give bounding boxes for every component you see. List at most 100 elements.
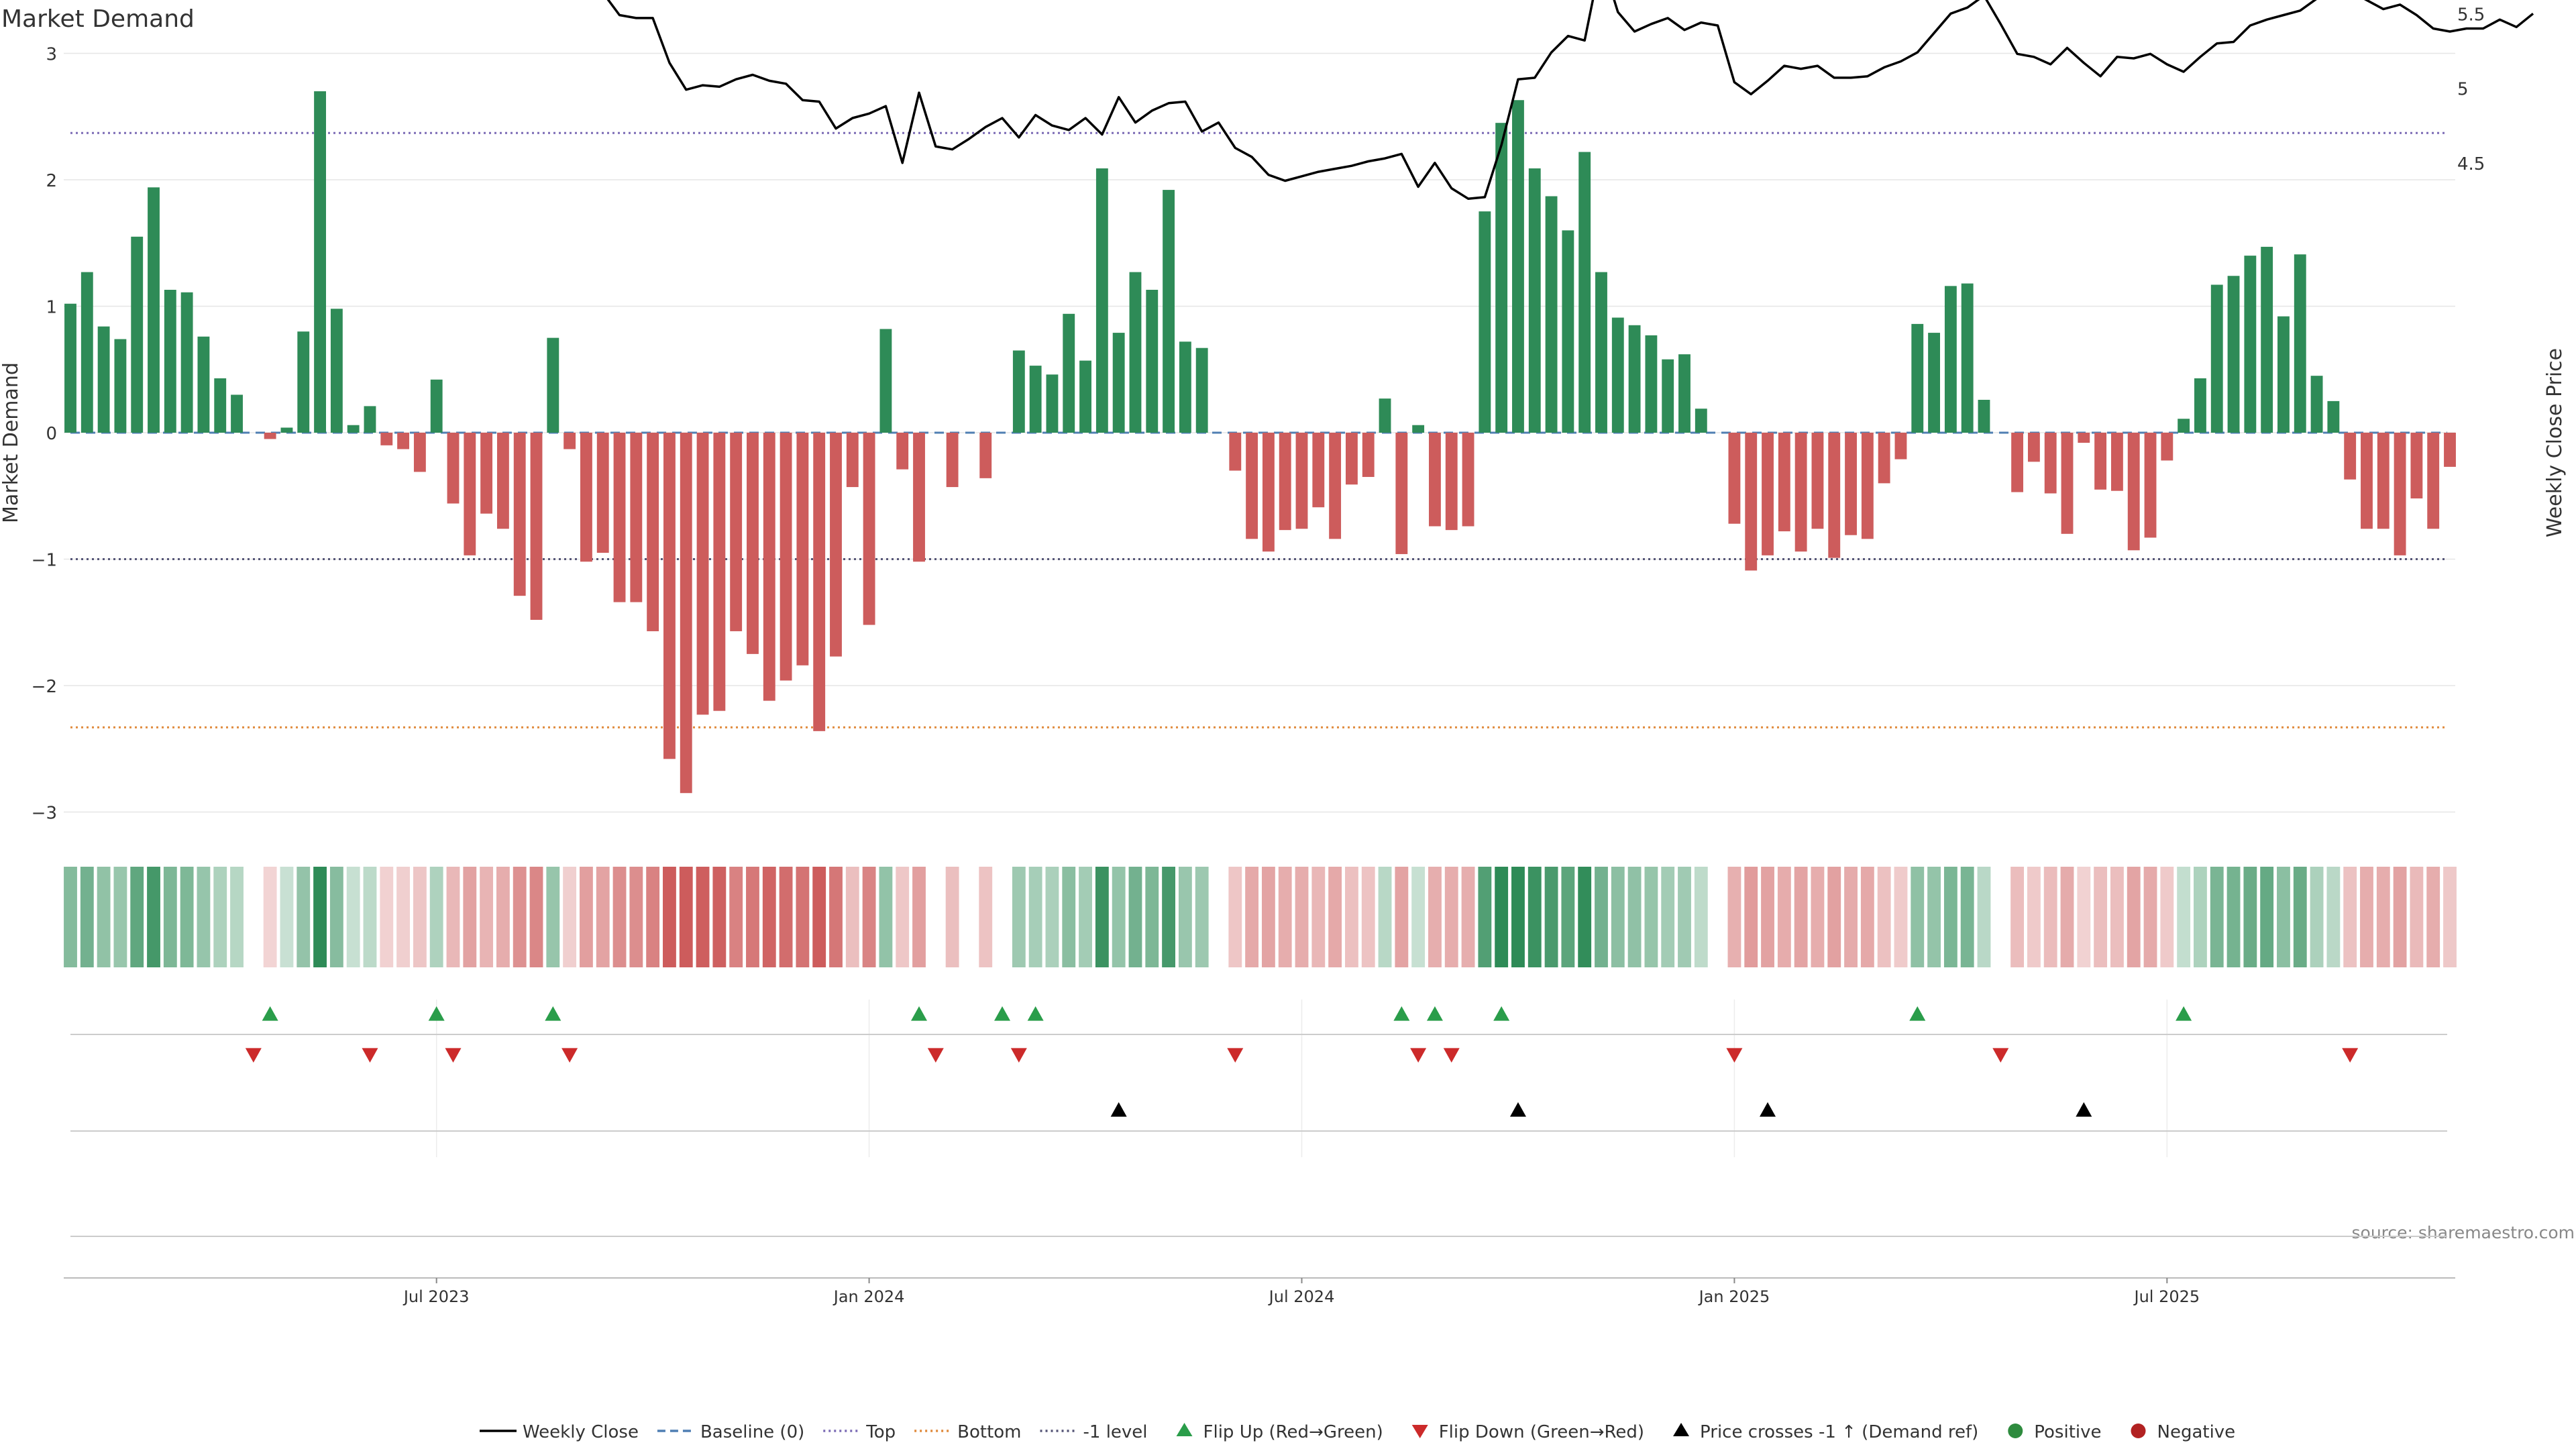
heat-cell [2426, 867, 2440, 967]
heat-cell [1611, 867, 1625, 967]
legend-label: Flip Down (Green→Red) [1439, 1422, 1644, 1442]
heat-cell [64, 867, 77, 967]
demand-bar [197, 336, 210, 433]
heat-cell [762, 867, 776, 967]
heat-cell [346, 867, 360, 967]
reference-lines [70, 131, 2447, 729]
cross-marker [2076, 1102, 2092, 1117]
demand-bar [2294, 254, 2306, 433]
demand-bar [2227, 276, 2240, 433]
heat-cell [2010, 867, 2025, 967]
demand-bar [1079, 360, 1091, 433]
demand-bar [1312, 433, 1325, 508]
heat-cell [1261, 867, 1275, 967]
heat-cell [2160, 867, 2174, 967]
x-tick-label: Jul 2025 [2133, 1287, 2200, 1306]
heat-cell [646, 867, 660, 967]
demand-bar [1545, 196, 1558, 433]
demand-bar [148, 187, 160, 433]
demand-bar [830, 433, 842, 657]
y2-tick-label: 4.5 [2457, 154, 2485, 174]
chart-title: Market Demand [1, 5, 195, 33]
demand-bar [1495, 123, 1508, 433]
heat-cell [463, 867, 477, 967]
demand-bar [1528, 168, 1541, 433]
heat-cell [1511, 867, 1525, 967]
demand-bar [231, 394, 243, 433]
demand-bar [879, 329, 892, 433]
demand-bar [1628, 325, 1641, 433]
demand-bar [1928, 333, 1940, 433]
demand-bar [1262, 433, 1275, 552]
demand-bar [713, 433, 726, 711]
heat-cell [779, 867, 793, 967]
heat-cell [1827, 867, 1841, 967]
heat-cell [2343, 867, 2357, 967]
heat-cell [2077, 867, 2091, 967]
demand-bar [2427, 433, 2440, 529]
flip-up-marker [1493, 1006, 1510, 1021]
heat-cell [1727, 867, 1741, 967]
heat-cell [1977, 867, 1991, 967]
heat-cell [2277, 867, 2290, 967]
demand-bar [2178, 419, 2190, 433]
demand-bar [2261, 246, 2273, 433]
demand-bar [1794, 433, 1807, 552]
demand-bar [131, 236, 144, 433]
legend-label: Positive [2034, 1422, 2101, 1442]
flip-down-marker [927, 1048, 944, 1063]
flip-down-marker [561, 1048, 578, 1063]
x-tick-label: Jan 2024 [833, 1287, 905, 1306]
heat-cell [1877, 867, 1891, 967]
demand-bar [2277, 316, 2290, 433]
heat-cell [1128, 867, 1142, 967]
heat-cell [2094, 867, 2108, 967]
demand-bar [397, 433, 410, 449]
demand-bar [364, 406, 376, 433]
heat-cell [679, 867, 693, 967]
heat-cell [2177, 867, 2191, 967]
demand-bar [1429, 433, 1441, 527]
flip-down-marker [1010, 1048, 1027, 1063]
demand-bar [1462, 433, 1474, 527]
demand-bar [1445, 433, 1458, 531]
demand-bar [1295, 433, 1308, 529]
demand-bar [530, 433, 543, 620]
demand-bar [480, 433, 493, 514]
demand-bar [1878, 433, 1890, 484]
heat-cell [1544, 867, 1558, 967]
y-axis-label: Market Demand [0, 362, 23, 523]
y2-tick-label: 5.5 [2457, 5, 2485, 25]
demand-bar [164, 289, 176, 433]
heat-cell [480, 867, 494, 967]
heat-cell [1661, 867, 1675, 967]
x-tick-label: Jul 2023 [402, 1287, 470, 1306]
demand-bar [979, 433, 992, 478]
legend-swatch [1673, 1423, 1690, 1436]
heat-cell [2326, 867, 2341, 967]
heat-cell [2293, 867, 2307, 967]
demand-bar [1828, 433, 1841, 558]
demand-bar [1978, 399, 1990, 433]
heat-cell [1694, 867, 1708, 967]
demand-bar [1012, 350, 1025, 433]
flip-up-marker [1027, 1006, 1044, 1021]
demand-bar [430, 379, 443, 433]
demand-bar [846, 433, 859, 488]
heat-cell [396, 867, 411, 967]
demand-bar [1645, 335, 1658, 433]
heat-cell [1678, 867, 1691, 967]
heat-cell [1278, 867, 1292, 967]
legend-label: Weekly Close [523, 1422, 639, 1442]
flip-down-marker [362, 1048, 378, 1063]
demand-bar [1762, 433, 1774, 555]
x-tick-label: Jan 2025 [1698, 1287, 1770, 1306]
heat-cell [1245, 867, 1259, 967]
flip-up-marker [545, 1006, 561, 1021]
demand-bar [380, 433, 393, 445]
heat-cell [1095, 867, 1109, 967]
heat-cell [1411, 867, 1426, 967]
y-tick-label: 2 [46, 171, 57, 191]
demand-bar [2377, 433, 2390, 529]
